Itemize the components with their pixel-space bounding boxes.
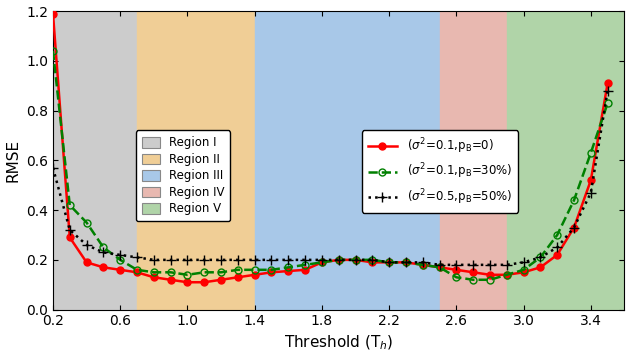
Bar [507,11,624,310]
Bar [137,11,255,310]
Y-axis label: RMSE: RMSE [6,139,21,182]
Bar [440,11,507,310]
X-axis label: Threshold (T$_h$): Threshold (T$_h$) [284,334,394,352]
Bar [53,11,137,310]
Bar [255,11,440,310]
Legend: ($\sigma^2$=0.1,p$_{\rm B}$=0), ($\sigma^2$=0.1,p$_{\rm B}$=30%), ($\sigma^2$=0.: ($\sigma^2$=0.1,p$_{\rm B}$=0), ($\sigma… [362,130,518,213]
